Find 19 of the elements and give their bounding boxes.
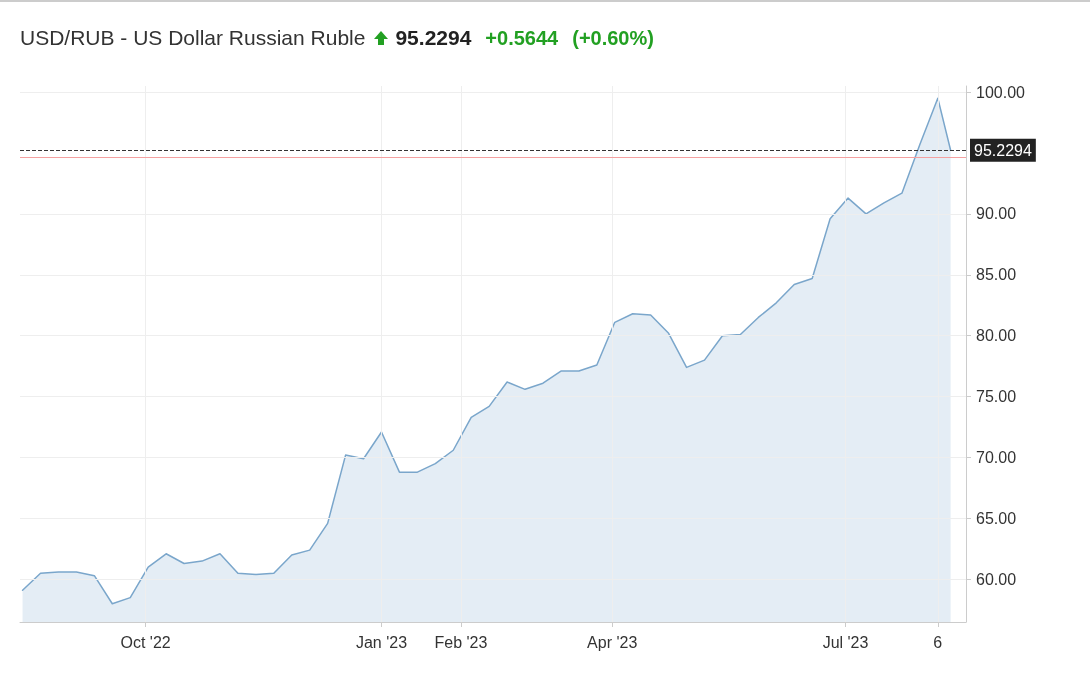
y-tick-label: 65.00 bbox=[976, 509, 1017, 527]
y-tick-label: 60.00 bbox=[976, 570, 1017, 588]
x-tick-label: Feb '23 bbox=[434, 633, 488, 651]
x-tick-label: Apr '23 bbox=[587, 633, 638, 651]
x-tick-label: Jul '23 bbox=[822, 633, 869, 651]
text: (+0.60%) bbox=[572, 26, 654, 50]
chart-title: USD/RUB - US Dollar Russian Ruble bbox=[20, 26, 366, 50]
y-tick-label: 90.00 bbox=[976, 205, 1017, 223]
text: 95.2294 bbox=[395, 26, 472, 50]
ref-line-label: 95.2294 bbox=[974, 141, 1032, 159]
y-tick-label: 70.00 bbox=[976, 449, 1017, 467]
y-tick-label: 85.00 bbox=[976, 266, 1017, 284]
y-tick-label: 100.00 bbox=[976, 83, 1026, 101]
y-tick-label: 75.00 bbox=[976, 388, 1017, 406]
x-tick-label: Oct '22 bbox=[120, 633, 171, 651]
x-tick-label: Jan '23 bbox=[355, 633, 408, 651]
text: +0.5644 bbox=[485, 26, 559, 50]
x-tick-label: 6 bbox=[933, 633, 943, 651]
y-tick-label: 80.00 bbox=[976, 327, 1017, 345]
